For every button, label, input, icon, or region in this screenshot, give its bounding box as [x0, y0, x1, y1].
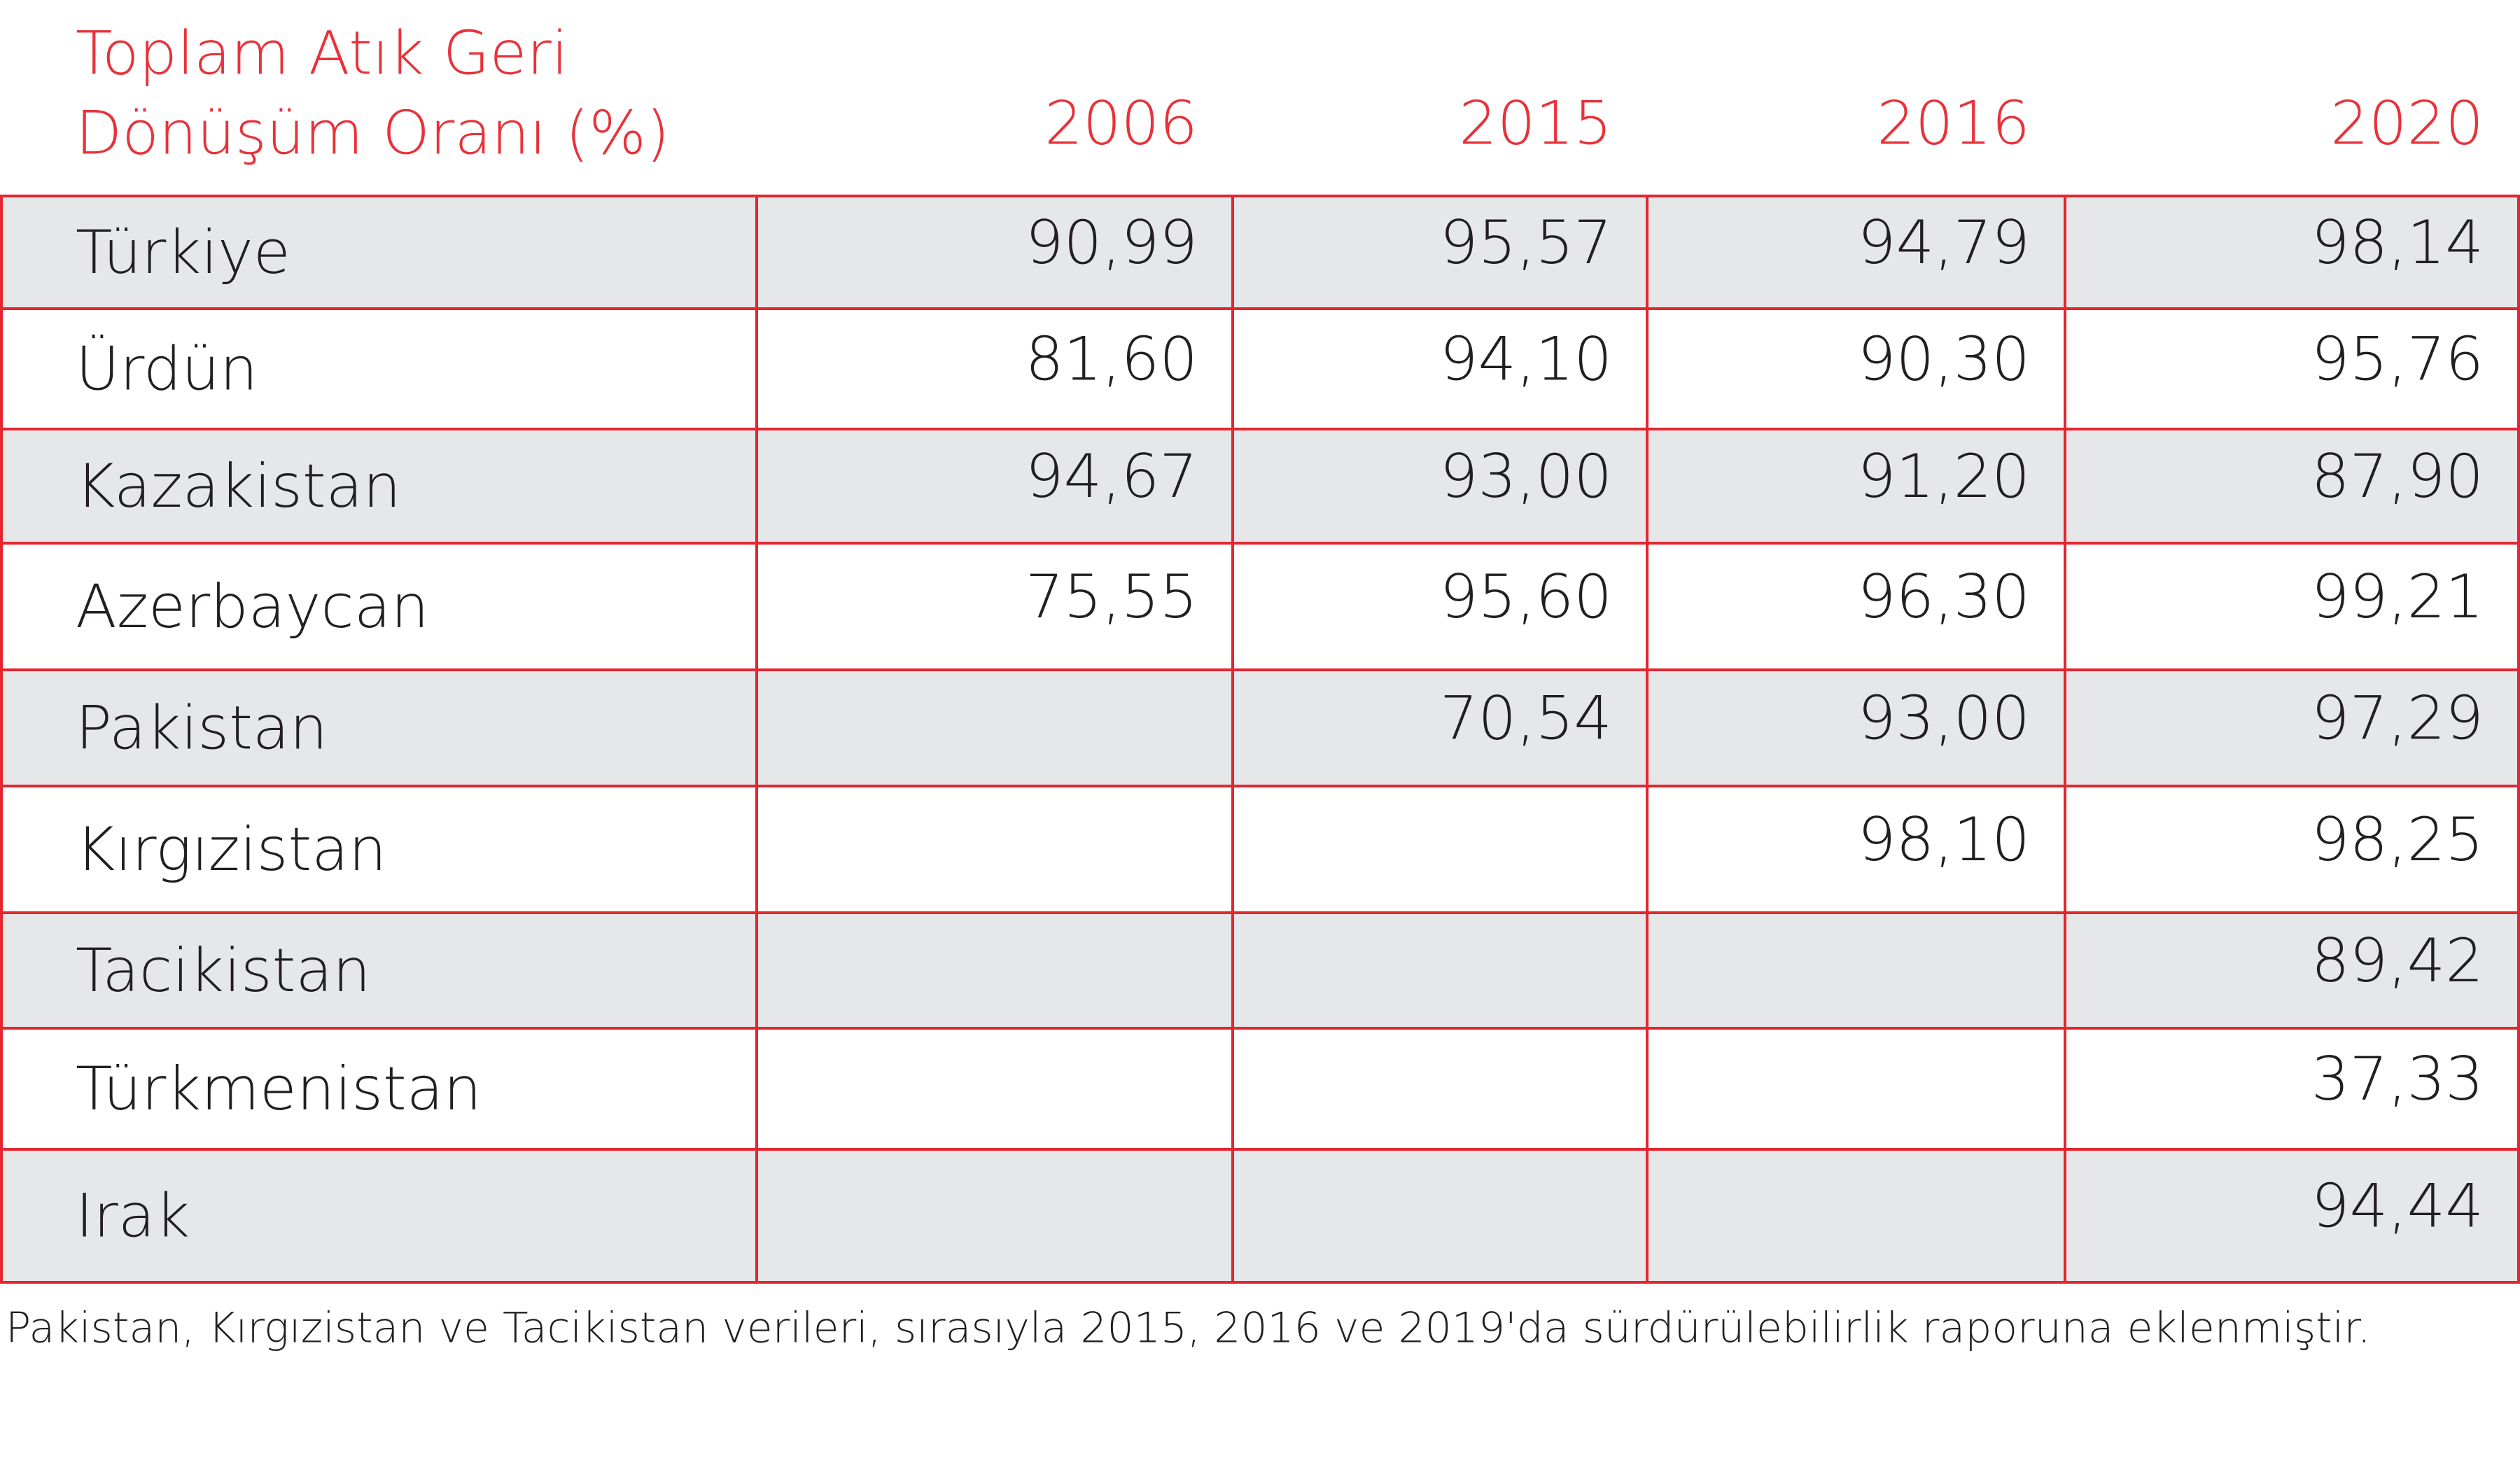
row-shade [0, 196, 2520, 309]
cell-value: 95,76 [2311, 325, 2484, 395]
cell-value: 99,21 [2311, 562, 2484, 632]
cell-value: 93,00 [1858, 684, 2030, 754]
row-label: Kazakistan [76, 451, 401, 521]
row-label: Türkmenistan [76, 1054, 482, 1124]
row-label: Tacikistan [76, 936, 371, 1006]
cell-value: 81,60 [1026, 325, 1198, 395]
cell-value: 95,60 [1440, 562, 1612, 632]
cell-value: 98,25 [2311, 805, 2484, 875]
cell-value: 98,10 [1858, 805, 2030, 875]
cell-value: 97,29 [2311, 684, 2484, 754]
column-header: 2006 [1044, 89, 1198, 159]
column-header: 2015 [1459, 89, 1612, 159]
cell-value: 70,54 [1440, 684, 1612, 754]
row-shade [0, 429, 2520, 543]
cell-value: 91,20 [1858, 442, 2030, 512]
cell-value: 94,44 [2311, 1172, 2484, 1242]
cell-value: 93,00 [1440, 442, 1612, 512]
row-label: Türkiye [76, 218, 290, 288]
cell-value: 89,42 [2311, 926, 2484, 996]
row-label: Azerbaycan [76, 572, 429, 642]
row-label: Irak [76, 1182, 190, 1252]
cell-value: 94,79 [1858, 208, 2030, 278]
row-label: Ürdün [76, 335, 258, 405]
cell-value: 96,30 [1858, 562, 2030, 632]
cell-value: 98,14 [2311, 208, 2484, 278]
cell-value: 94,10 [1440, 325, 1612, 395]
footnote: Pakistan, Kırgızistan ve Tacikistan veri… [6, 1304, 2371, 1353]
header-title: Toplam Atık Geri [76, 19, 568, 89]
header-title: Dönüşüm Oranı (%) [76, 99, 670, 169]
row-shade [0, 670, 2520, 786]
row-label: Kırgızistan [76, 815, 386, 885]
cell-value: 94,67 [1026, 442, 1198, 512]
cell-value: 37,33 [2311, 1044, 2484, 1114]
column-header: 2020 [2330, 89, 2484, 159]
cell-value: 75,55 [1026, 562, 1198, 632]
cell-value: 90,99 [1026, 208, 1198, 278]
column-header: 2016 [1877, 89, 2030, 159]
cell-value: 87,90 [2311, 442, 2484, 512]
cell-value: 90,30 [1858, 325, 2030, 395]
cell-value: 95,57 [1440, 208, 1612, 278]
row-shade [0, 913, 2520, 1028]
row-shade [0, 1149, 2520, 1282]
row-label: Pakistan [76, 694, 328, 764]
